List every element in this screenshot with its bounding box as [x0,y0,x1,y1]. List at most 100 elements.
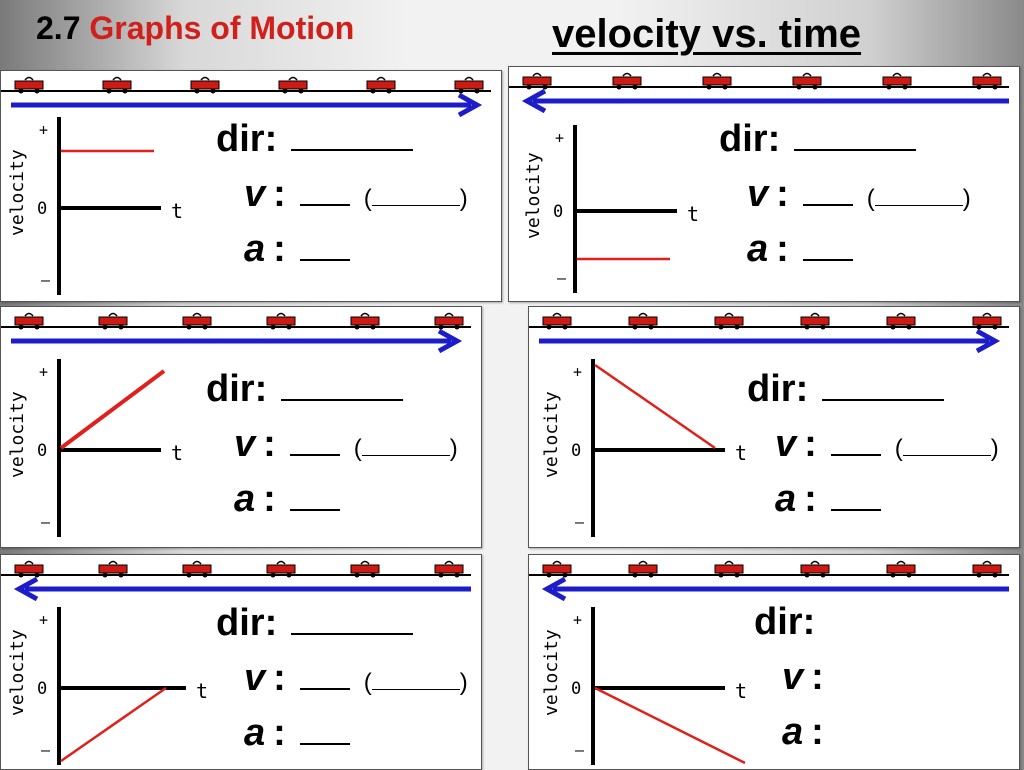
a-label: a [775,478,797,520]
v-blank[interactable] [289,424,340,456]
a-label: a [782,711,804,753]
t-label: t [196,679,208,703]
cart-icon [702,72,732,90]
a-blank[interactable] [299,713,350,745]
a-blank[interactable] [289,479,340,511]
cart-icon [98,312,128,330]
colon: : [263,478,276,520]
dir-blank[interactable] [281,369,404,401]
a-row: a: [782,713,824,751]
dir-blank[interactable] [291,603,414,635]
section-number: 2.7 [36,10,81,46]
motion-strip [1,312,471,354]
v-row: v: () [244,174,468,213]
colon: : [273,657,286,699]
close-paren: ) [449,435,458,462]
v-row: v: () [234,424,458,463]
dir-blank[interactable] [822,369,945,401]
t-label: t [171,441,183,465]
arrow-right-icon [11,328,463,354]
cart-icon [190,76,220,94]
cart-icon [800,312,830,330]
open-paren: ( [353,435,362,462]
v-blank[interactable] [299,174,350,206]
cart-icon [14,312,44,330]
cart-icon [366,76,396,94]
a-label: a [747,228,769,270]
minus-label: – [575,741,585,759]
v-direction-blank[interactable] [371,671,460,690]
cart-icon [522,72,552,90]
v-label: v [775,423,797,465]
dir-row: dir: [719,118,917,160]
zero-label: 0 [37,441,47,461]
cart-icon [612,72,642,90]
cart-icon [350,560,380,578]
dir-label: dir [747,368,796,410]
colon: : [804,478,817,520]
v-direction-blank[interactable] [371,187,460,206]
plus-label: + [573,363,582,381]
minus-label: – [575,513,585,531]
y-axis-label: velocity [7,629,28,716]
motion-strip [529,560,1009,602]
v-label: v [244,173,266,215]
motion-strip [1,560,471,602]
zero-label: 0 [37,679,47,699]
cart-icon [882,72,912,90]
v-direction-blank[interactable] [874,187,963,206]
open-paren: ( [363,669,372,696]
arrow-right-icon [539,328,1001,354]
minus-label: – [41,741,51,759]
panel-6: velocity +0– t dir: v: a: [528,554,1020,770]
velocity-line [59,369,166,450]
v-blank[interactable] [299,658,350,690]
plus-label: + [573,611,582,629]
a-blank[interactable] [299,229,350,261]
v-row: v: [782,658,824,696]
plus-label: + [39,611,48,629]
zero-label: 0 [571,679,581,699]
cart-icon [542,560,572,578]
cart-icon [102,76,132,94]
cart-icon [14,560,44,578]
dir-label: dir [216,118,265,160]
velocity-graph: velocity +0 – t [541,359,747,537]
colon: : [795,368,809,410]
v-blank[interactable] [830,424,881,456]
direction-paren: () [364,669,468,696]
colon: : [811,656,824,698]
v-direction-blank[interactable] [902,437,991,456]
open-paren: ( [363,185,372,212]
a-blank[interactable] [802,229,853,261]
direction-paren: () [354,435,458,462]
dir-label: dir [216,602,265,644]
dir-blank[interactable] [794,119,917,151]
dir-blank[interactable] [291,119,414,151]
motion-strip [529,312,1009,354]
cart-icon [434,312,464,330]
a-label: a [244,712,266,754]
dir-row: dir: [747,368,945,410]
v-direction-blank[interactable] [361,437,450,456]
colon: : [767,118,781,160]
velocity-graph: velocity +0 – t [523,125,699,293]
a-row: a: [747,229,853,268]
velocity-graph: velocity +0 – t [7,607,208,765]
velocity-graph: velocity +0 – t [7,117,183,295]
v-blank[interactable] [802,174,853,206]
dir-row: dir: [216,118,414,160]
y-axis-label: velocity [541,629,562,716]
t-label: t [687,202,699,226]
close-paren: ) [962,185,971,212]
section-title: Graphs of Motion [89,10,355,46]
cart-icon [454,76,484,94]
y-axis-label: velocity [541,391,562,478]
arrow-left-icon [541,576,1009,602]
cart-icon [800,560,830,578]
plus-label: + [39,121,48,139]
a-blank[interactable] [830,479,881,511]
direction-paren: () [867,185,971,212]
zero-label: 0 [571,441,581,461]
panel-1: velocity +0– t dir: v:() a: [0,70,502,302]
